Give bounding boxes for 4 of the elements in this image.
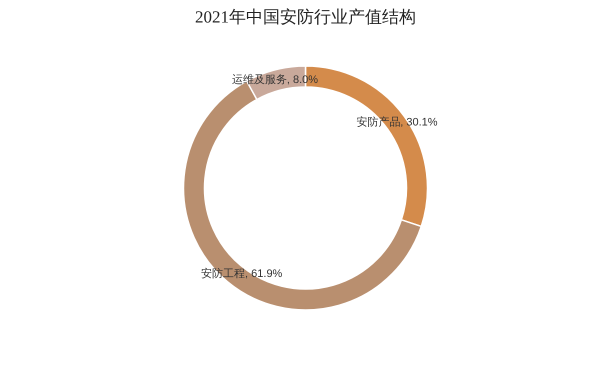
chart-title: 2021年中国安防行业产值结构 [195, 8, 416, 26]
data-label: , 30.1% [400, 116, 438, 129]
slice-label: 运维及服务 [232, 72, 287, 86]
data-label: , 61.9% [245, 268, 283, 280]
